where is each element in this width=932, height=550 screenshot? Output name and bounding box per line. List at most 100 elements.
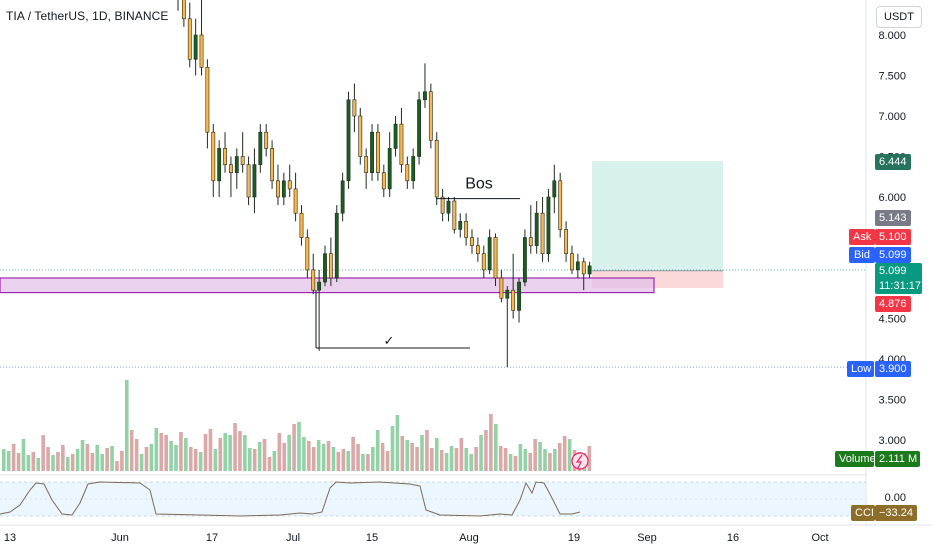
volume-bar [51,455,55,471]
time-tick-label: Oct [811,532,828,544]
volume-bar [562,436,567,471]
candle-body [540,212,545,254]
volume-bar [390,426,395,471]
candle-body [376,131,380,173]
time-tick-label: 15 [366,532,378,544]
low-price-badge: 3.900 [875,361,911,377]
candle-body [399,123,404,165]
support-zone[interactable] [0,277,655,294]
candle-body [411,156,416,182]
candle-body [546,196,551,255]
volume-bar [341,449,346,471]
low-label: Low [847,361,874,377]
volume-bar [6,451,11,471]
price-tick-label: 7.000 [878,111,906,123]
candle-body [446,200,451,214]
volume-bar [439,450,444,471]
volume-bar [479,435,483,471]
prev-price-badge: 5.143 [875,210,911,226]
candle-body [240,156,245,165]
volume-bar [208,429,213,471]
volume-bar [405,440,410,471]
ask-price-badge: 5.100 [875,229,911,245]
candle-body [493,237,498,279]
volume-bar [316,440,321,471]
currency-button[interactable]: USDT [876,6,922,28]
candle-body [523,237,527,283]
candle-body [258,131,263,165]
volume-bar [16,453,21,471]
volume-bar [538,442,542,471]
profit-zone[interactable] [592,161,723,271]
symbol-title[interactable]: TIA / TetherUS, 1D, BINANCE [6,9,169,23]
volume-bar [149,444,154,471]
candle-body [581,261,586,275]
candle-body [452,200,457,230]
candle-body [370,131,374,173]
candle-body [423,91,427,101]
volume-bar [179,432,183,471]
candle-body [417,99,421,157]
cci-line [0,481,581,517]
volume-bar [375,430,380,471]
volume-bar [213,449,218,471]
volume-bar [41,435,45,471]
time-tick-label: Jul [286,532,300,544]
candle-body [299,212,304,238]
volume-bar [248,448,252,471]
volume-bar [351,437,355,471]
volume-bar [331,447,336,471]
volume-bar [120,451,124,471]
candle-body [499,277,504,299]
candle-body [487,237,492,271]
volume-bar [75,449,80,471]
price-tick-label: 6.000 [878,192,906,204]
candle-body [293,188,298,214]
candle-body [287,180,292,190]
volume-bar [203,434,208,471]
volume-bar [380,443,385,471]
candle-body [211,131,216,182]
volume-bar [287,435,291,471]
candle-body [575,261,580,271]
volume-bar [228,435,232,471]
volume-bar [277,433,282,471]
volume-bar [425,430,429,471]
price-tick-label: 4.500 [878,314,906,326]
volume-bar [449,446,454,471]
volume-bar [434,438,439,471]
candle-body [187,18,192,60]
time-tick-label: Sep [637,532,657,544]
volume-bar [557,443,562,471]
candle-body [264,131,269,149]
volume-bar [302,437,306,471]
volume-bar [95,445,100,471]
volume-bar [474,447,478,471]
time-tick-label: 17 [206,532,218,544]
candle-body [387,148,392,190]
candle-body [311,269,316,291]
volume-bar [252,449,257,471]
volume-bar [65,457,70,471]
volume-bar [356,444,360,471]
candle-body [229,164,233,174]
volume-bar [272,451,277,471]
candle-body [276,180,280,198]
volume-bar [336,452,341,471]
bos-label: Bos [465,176,493,193]
volume-bar [238,431,242,471]
bid-price-badge: 5.099 [875,247,911,263]
volume-bar [282,443,287,471]
volume-bar [21,439,26,471]
candle-body [323,253,327,283]
time-tick-label: 19 [568,532,580,544]
candle-body [440,196,445,214]
volume-bar [430,448,434,471]
candle-body [358,115,363,157]
alert-icon[interactable] [571,452,589,470]
volume-label: Volume [835,451,876,467]
volume-bar [498,446,503,471]
candle-body [305,237,310,271]
